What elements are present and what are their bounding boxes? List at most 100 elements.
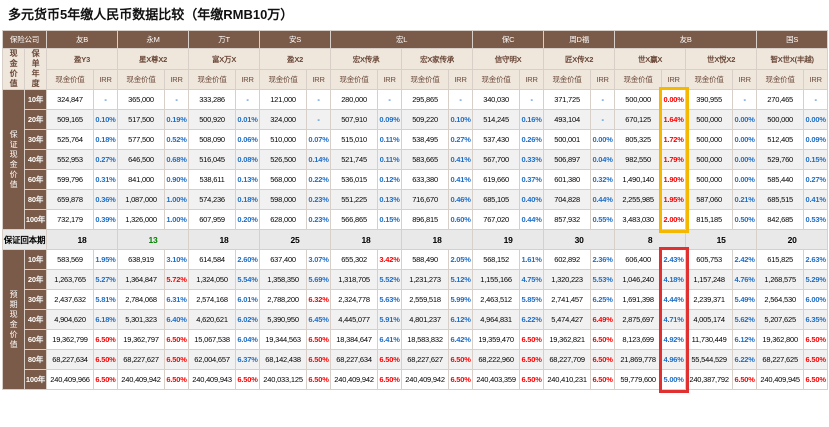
column-label: IRR [803, 69, 829, 90]
cash-value: 568,152 [472, 249, 521, 270]
cash-value: 240,409,943 [188, 369, 237, 390]
cash-value: 68,227,709 [543, 349, 592, 370]
cash-value: 605,753 [685, 249, 734, 270]
irr: 5.72% [164, 269, 190, 290]
company-name: 宏L [330, 30, 474, 49]
product-name: 匠X传X2 [543, 47, 616, 71]
company-name: 安S [259, 30, 332, 49]
irr: 0.00% [732, 129, 758, 150]
cash-value: 628,000 [259, 209, 308, 230]
irr: 0.26% [519, 129, 545, 150]
cash-value: 240,387,792 [685, 369, 734, 390]
cash-value: 1,358,350 [259, 269, 308, 290]
irr: 6.18% [93, 309, 119, 330]
cash-value: 19,362,800 [756, 329, 805, 350]
irr: 6.50% [519, 329, 545, 350]
irr: 0.10% [93, 109, 119, 130]
irr: 0.23% [306, 209, 332, 230]
irr: 0.32% [590, 169, 616, 190]
irr: 6.42% [448, 329, 474, 350]
cash-value: 19,362,821 [543, 329, 592, 350]
irr: 6.22% [732, 349, 758, 370]
cash-value: 500,001 [543, 129, 592, 150]
irr: 6.50% [377, 349, 403, 370]
column-label: IRR [519, 69, 545, 90]
section-label: 保证现金价值 [2, 89, 25, 230]
irr: 6.50% [803, 329, 829, 350]
company-name: 友B [614, 30, 758, 49]
irr: - [306, 109, 332, 130]
cash-value: 536,015 [330, 169, 379, 190]
irr: 5.54% [235, 269, 261, 290]
irr: 0.68% [164, 149, 190, 170]
cash-value: 1,263,765 [46, 269, 95, 290]
cash-value: 633,380 [401, 169, 450, 190]
irr: 3.10% [164, 249, 190, 270]
policy-year: 60年 [23, 329, 48, 350]
breakeven-year: 19 [472, 229, 545, 250]
product-name: 盈Y3 [46, 47, 119, 71]
irr: 6.40% [164, 309, 190, 330]
irr: 0.13% [377, 189, 403, 210]
cash-value: 295,865 [401, 89, 450, 110]
company-name: 国S [756, 30, 829, 49]
column-label: 现金价值 [46, 69, 95, 90]
irr: 6.50% [590, 369, 616, 390]
column-label: 现金价值 [401, 69, 450, 90]
irr: 0.04% [590, 149, 616, 170]
column-label: 现金价值 [756, 69, 805, 90]
data-row: 40年 552,953 0.27% 646,500 0.68% 516,045 0.08% 5… [3, 149, 829, 170]
cash-value: 2,784,068 [117, 289, 166, 310]
cash-value: 2,324,778 [330, 289, 379, 310]
data-row: 30年 525,764 0.18% 577,500 0.52% 508,090 0.06% 5… [3, 129, 829, 150]
irr: 0.13% [235, 169, 261, 190]
cash-value: 815,185 [685, 209, 734, 230]
cash-value: 509,220 [401, 109, 450, 130]
cash-value: 601,380 [543, 169, 592, 190]
irr: 6.37% [235, 349, 261, 370]
irr: 4.75% [519, 269, 545, 290]
cash-value: 19,362,799 [46, 329, 95, 350]
irr: - [590, 89, 616, 110]
cash-value: 529,760 [756, 149, 805, 170]
cash-value: 500,000 [685, 169, 734, 190]
column-label: 现金价值 [330, 69, 379, 90]
header-row: 保险公司 友B 永M 万T 安S 宏L 保C 周D福 友B 国S [1, 30, 829, 49]
irr: 0.15% [803, 149, 829, 170]
irr: 0.15% [377, 209, 403, 230]
header-row: 现金价值 IRR 现金价值 IRR 现金价值 IRR 现金价值 IRR 现金价值 IRR 现金价值 I… [3, 69, 829, 90]
cash-value: 5,301,323 [117, 309, 166, 330]
policy-year: 20年 [23, 269, 48, 290]
product-name: 世X赢X [614, 47, 687, 71]
irr: 6.01% [235, 289, 261, 310]
header-cell: 保险公司 [1, 30, 48, 49]
cash-value: 538,495 [401, 129, 450, 150]
cash-value: 588,490 [401, 249, 450, 270]
header-row: 现金价值 保单年度 盈Y3 星X尊X2 富X万X 盈X2 宏X传承 宏X家传承 信守明X 匠X传X… [2, 47, 829, 90]
highlight-box [658, 246, 689, 393]
irr: 0.18% [235, 189, 261, 210]
cash-value: 1,324,050 [188, 269, 237, 290]
irr: 0.23% [306, 189, 332, 210]
cash-value: 1,326,000 [117, 209, 166, 230]
irr: 0.36% [93, 189, 119, 210]
irr: 0.08% [235, 149, 261, 170]
cash-value: 2,788,200 [259, 289, 308, 310]
irr: 6.50% [448, 369, 474, 390]
cash-value: 1,157,248 [685, 269, 734, 290]
column-label: IRR [732, 69, 758, 90]
policy-year: 30年 [23, 289, 48, 310]
policy-year: 80年 [23, 189, 48, 210]
cash-value: 857,932 [543, 209, 592, 230]
cash-value: 602,892 [543, 249, 592, 270]
cash-value: 508,090 [188, 129, 237, 150]
irr: - [93, 89, 119, 110]
cash-value: 506,897 [543, 149, 592, 170]
breakeven-year: 8 [614, 229, 687, 250]
irr: 3.07% [306, 249, 332, 270]
irr: 6.50% [803, 369, 829, 390]
irr: 6.12% [448, 309, 474, 330]
irr: 6.25% [590, 289, 616, 310]
data-row: 100年 732,179 0.39% 1,326,000 1.00% 607,959 0.2… [3, 209, 829, 230]
irr: 0.12% [377, 169, 403, 190]
